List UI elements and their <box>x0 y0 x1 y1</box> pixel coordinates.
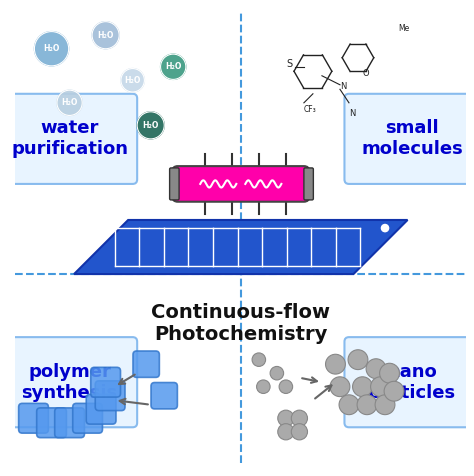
Circle shape <box>279 380 292 394</box>
Circle shape <box>57 90 82 115</box>
FancyBboxPatch shape <box>18 403 48 433</box>
Circle shape <box>292 424 308 440</box>
Circle shape <box>137 112 164 139</box>
FancyBboxPatch shape <box>133 351 159 377</box>
FancyBboxPatch shape <box>95 381 125 411</box>
Text: N: N <box>349 109 356 119</box>
Circle shape <box>292 410 308 426</box>
Circle shape <box>270 367 283 380</box>
Circle shape <box>330 377 350 397</box>
Circle shape <box>35 31 69 66</box>
Text: Continuous-flow
Photochemistry: Continuous-flow Photochemistry <box>151 303 330 344</box>
Circle shape <box>92 22 119 49</box>
FancyBboxPatch shape <box>2 94 137 184</box>
Circle shape <box>252 353 265 367</box>
Circle shape <box>107 225 114 232</box>
FancyBboxPatch shape <box>173 166 310 202</box>
Circle shape <box>278 410 294 426</box>
Circle shape <box>353 377 373 397</box>
Text: Me: Me <box>399 24 410 33</box>
FancyBboxPatch shape <box>55 408 84 437</box>
Circle shape <box>278 424 294 440</box>
FancyBboxPatch shape <box>91 367 120 397</box>
FancyBboxPatch shape <box>86 395 116 424</box>
Circle shape <box>161 54 186 79</box>
Text: CF₃: CF₃ <box>304 105 317 114</box>
Polygon shape <box>74 220 408 274</box>
Text: H₂O: H₂O <box>143 121 159 130</box>
FancyBboxPatch shape <box>304 168 313 200</box>
Text: small
molecules: small molecules <box>361 119 463 158</box>
Circle shape <box>384 381 404 401</box>
Text: polymer
synthesis: polymer synthesis <box>21 363 118 402</box>
Circle shape <box>339 395 359 415</box>
Circle shape <box>375 395 395 415</box>
FancyBboxPatch shape <box>73 403 102 433</box>
Text: H₂O: H₂O <box>125 76 141 85</box>
Text: water
purification: water purification <box>11 119 128 158</box>
Circle shape <box>371 377 391 397</box>
Circle shape <box>348 350 368 369</box>
FancyBboxPatch shape <box>345 337 474 427</box>
Text: nano
particles: nano particles <box>368 363 456 402</box>
FancyBboxPatch shape <box>2 337 137 427</box>
Circle shape <box>380 363 400 383</box>
Circle shape <box>121 69 145 92</box>
Text: O: O <box>363 69 369 78</box>
FancyBboxPatch shape <box>170 168 179 200</box>
FancyBboxPatch shape <box>345 94 474 184</box>
Circle shape <box>256 380 270 394</box>
Circle shape <box>382 225 389 232</box>
Circle shape <box>326 354 346 374</box>
Circle shape <box>357 395 377 415</box>
Text: N: N <box>340 82 346 91</box>
FancyBboxPatch shape <box>36 408 66 437</box>
Text: H₂O: H₂O <box>43 44 60 53</box>
Text: S: S <box>286 59 292 69</box>
Text: H₂O: H₂O <box>98 31 114 40</box>
FancyBboxPatch shape <box>151 383 177 409</box>
Circle shape <box>366 359 386 378</box>
Text: H₂O: H₂O <box>165 62 182 71</box>
Text: H₂O: H₂O <box>61 99 78 107</box>
